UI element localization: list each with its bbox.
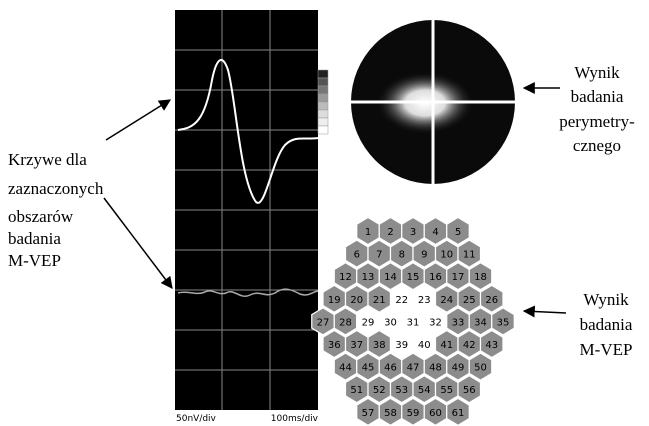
- cell-label: 55: [440, 385, 453, 396]
- cell-label: 15: [407, 272, 420, 283]
- cell-label: 36: [328, 340, 341, 351]
- cell-label: 23: [418, 295, 431, 306]
- scale-label: 50nV/div: [176, 414, 217, 424]
- label-line: badania: [8, 229, 61, 248]
- cell-label: 35: [497, 317, 510, 328]
- label-line: obszarów: [8, 207, 74, 226]
- cell-label: 30: [384, 317, 397, 328]
- cell-label: 57: [362, 408, 375, 419]
- cell-label: 27: [317, 317, 330, 328]
- cell-label: 43: [485, 340, 498, 351]
- cell-label: 16: [429, 272, 442, 283]
- grayscale-legend: [318, 70, 328, 134]
- cell-label: 46: [384, 363, 397, 374]
- cell-label: 61: [452, 408, 465, 419]
- cell-label: 8: [399, 250, 405, 261]
- cell-label: 59: [407, 408, 420, 419]
- cell-label: 31: [407, 317, 420, 328]
- cell-label: 53: [395, 385, 408, 396]
- cell-label: 34: [474, 317, 487, 328]
- cell-label: 38: [373, 340, 386, 351]
- cell-label: 47: [407, 363, 420, 374]
- cell-label: 49: [452, 363, 465, 374]
- figure: 50nV/div 100ms/div 123456789101112131415…: [0, 0, 649, 426]
- cell-label: 21: [373, 295, 386, 306]
- cell-label: 28: [339, 317, 352, 328]
- label-line: M-VEP: [8, 251, 61, 270]
- cell-label: 41: [440, 340, 453, 351]
- cell-label: 11: [463, 250, 476, 261]
- cell-label: 48: [429, 363, 442, 374]
- cell-label: 45: [362, 363, 375, 374]
- cell-label: 2: [387, 227, 393, 238]
- label-line: Krzywe dla: [8, 150, 87, 169]
- cell-label: 32: [429, 317, 442, 328]
- cell-label: 6: [354, 250, 360, 261]
- cell-label: 3: [410, 227, 416, 238]
- cell-label: 39: [395, 340, 408, 351]
- cell-label: 58: [384, 408, 397, 419]
- cell-label: 22: [395, 295, 408, 306]
- left-label: Krzywe dla zaznaczonych obszarów badania…: [8, 150, 104, 270]
- cell-label: 14: [384, 272, 397, 283]
- cell-label: 17: [452, 272, 465, 283]
- cell-label: 56: [463, 385, 476, 396]
- waveform-panel: [175, 10, 318, 410]
- label-line: Wynik: [583, 290, 629, 309]
- label-line: M-VEP: [580, 340, 633, 359]
- cell-label: 44: [339, 363, 352, 374]
- label-line: cznego: [573, 136, 621, 155]
- cell-label: 25: [463, 295, 476, 306]
- cell-label: 4: [432, 227, 438, 238]
- cell-label: 50: [474, 363, 487, 374]
- label-line: Wynik: [574, 63, 620, 82]
- cell-label: 54: [418, 385, 431, 396]
- scale-label: 100ms/div: [271, 414, 319, 424]
- arrow: [104, 198, 172, 288]
- cell-label: 18: [474, 272, 487, 283]
- cell-label: 40: [418, 340, 431, 351]
- cell-label: 37: [350, 340, 363, 351]
- label-line: badania: [580, 315, 633, 334]
- cell-label: 29: [362, 317, 375, 328]
- label-line: badania: [571, 87, 624, 106]
- label-line: perymetry-: [559, 112, 635, 131]
- cell-label: 24: [440, 295, 453, 306]
- cell-label: 20: [350, 295, 363, 306]
- cell-label: 9: [421, 250, 427, 261]
- cell-label: 10: [440, 250, 453, 261]
- cell-label: 42: [463, 340, 476, 351]
- perimetry-map: [351, 20, 515, 184]
- cell-label: 33: [452, 317, 465, 328]
- arrow: [106, 100, 170, 140]
- cell-label: 51: [350, 385, 363, 396]
- cell-label: 26: [485, 295, 498, 306]
- cell-label: 13: [362, 272, 375, 283]
- label-line: zaznaczonych: [8, 179, 104, 198]
- cell-label: 5: [455, 227, 461, 238]
- top-right-label: Wynik badania perymetry- cznego: [559, 63, 635, 155]
- cell-label: 7: [376, 250, 382, 261]
- cell-label: 1: [365, 227, 371, 238]
- cell-label: 60: [429, 408, 442, 419]
- cell-label: 52: [373, 385, 386, 396]
- cell-label: 19: [328, 295, 341, 306]
- bottom-right-label: Wynik badania M-VEP: [580, 290, 633, 359]
- cell-label: 12: [339, 272, 352, 283]
- arrow: [524, 311, 566, 313]
